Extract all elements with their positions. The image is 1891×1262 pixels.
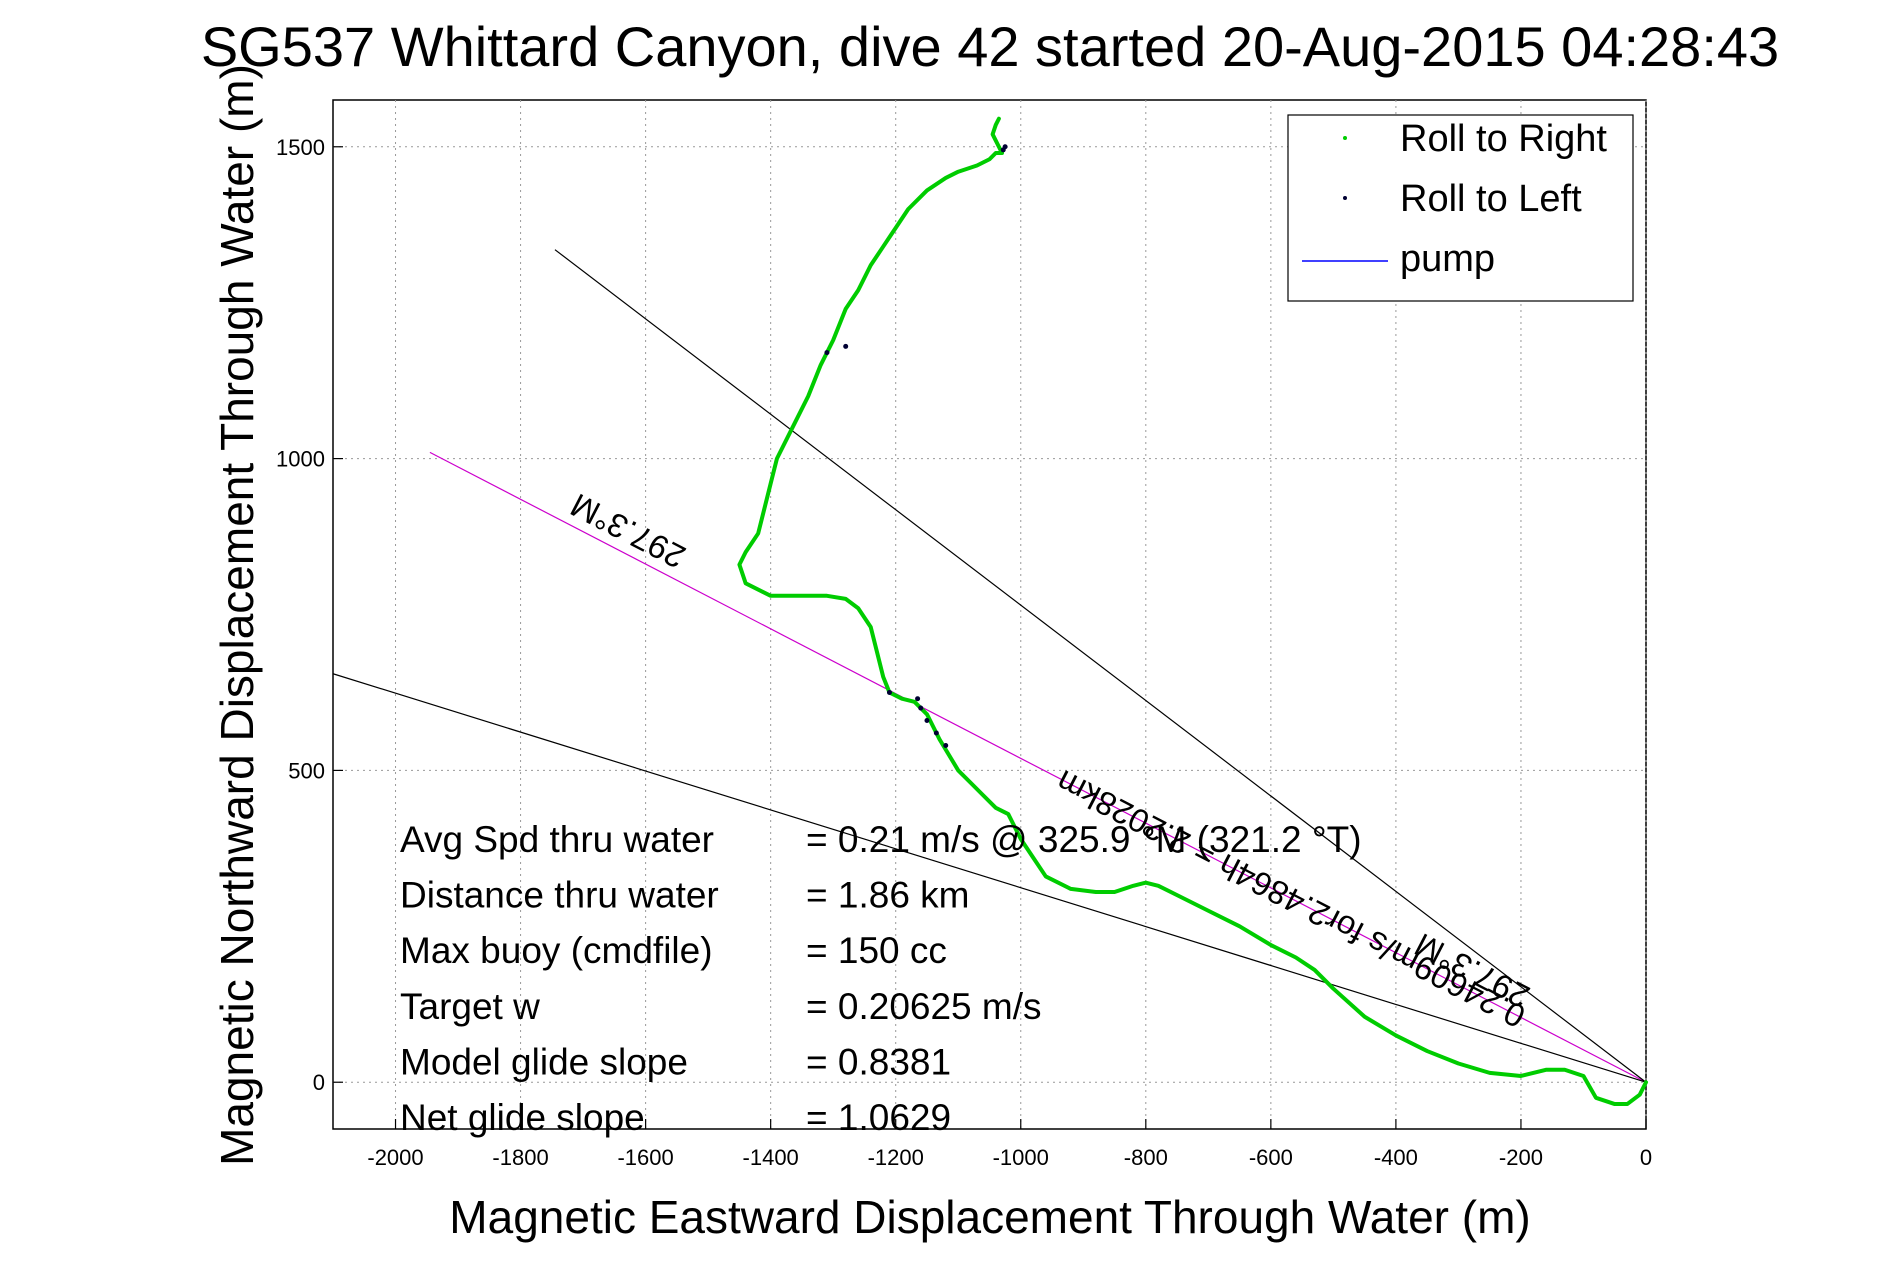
series-roll-to-left-point: [824, 350, 830, 356]
stat-label: Target w: [400, 986, 540, 1027]
x-tick-label: -1600: [617, 1145, 673, 1170]
stat-label: Model glide slope: [400, 1041, 688, 1082]
legend-swatch-marker: [1343, 196, 1347, 200]
x-tick-label: -2000: [367, 1145, 423, 1170]
series-roll-to-left-point: [924, 718, 930, 724]
x-axis-ticks: -2000 -1800 -1600 -1400 -1200 -1000 -800 -600 -4…: [367, 1119, 1652, 1170]
stat-label: Avg Spd thru water: [400, 819, 714, 860]
y-tick-label: 1500: [276, 135, 325, 160]
y-axis-ticks: 0 500 1000 1500: [276, 135, 343, 1095]
legend-box: [1287, 114, 1634, 302]
stats-block: Avg Spd thru water = 0.21 m/s @ 325.9 °M …: [400, 819, 1362, 1138]
x-tick-label: -400: [1374, 1145, 1418, 1170]
stat-value: = 150 cc: [806, 930, 947, 971]
x-tick-label: -1400: [743, 1145, 799, 1170]
stat-label: Net glide slope: [400, 1097, 645, 1138]
stat-label: Max buoy (cmdfile): [400, 930, 713, 971]
series-roll-to-left-point: [918, 705, 924, 711]
y-tick-label: 0: [313, 1070, 325, 1095]
stat-label: Distance thru water: [400, 875, 719, 916]
series-roll-to-right-line: [737, 116, 1648, 1107]
x-tick-label: 0: [1640, 1145, 1652, 1170]
x-tick-label: -1000: [993, 1145, 1049, 1170]
y-tick-label: 1000: [276, 447, 325, 472]
y-axis-label: Magnetic Northward Displacement Through …: [211, 64, 263, 1166]
reference-line: [554, 249, 1647, 1083]
x-tick-label: -1200: [868, 1145, 924, 1170]
stat-value: = 1.86 km: [806, 875, 970, 916]
series-roll-to-left-point: [886, 689, 892, 695]
series-roll-to-left-point: [843, 343, 849, 349]
legend-entry-label: pump: [1400, 238, 1495, 280]
legend-swatch-marker: [1343, 136, 1347, 140]
x-tick-label: -800: [1124, 1145, 1168, 1170]
x-tick-label: -1800: [492, 1145, 548, 1170]
legend-entry-label: Roll to Right: [1400, 118, 1607, 160]
stat-value: = 0.20625 m/s: [806, 986, 1042, 1027]
legend-entry-label: Roll to Left: [1400, 178, 1582, 220]
legend: Roll to Right Roll to Left pump: [1287, 114, 1634, 302]
stat-value: = 1.0629: [806, 1097, 951, 1138]
x-tick-label: -600: [1249, 1145, 1293, 1170]
series-layer: [737, 116, 1648, 1107]
series-roll-to-left-point: [943, 742, 949, 748]
series-roll-to-left-point: [1000, 147, 1006, 153]
y-tick-label: 500: [288, 758, 325, 783]
x-tick-label: -200: [1499, 1145, 1543, 1170]
stat-value: = 0.21 m/s @ 325.9 °M (321.2 °T): [806, 819, 1362, 860]
chart-title: SG537 Whittard Canyon, dive 42 started 2…: [201, 15, 1779, 78]
series-roll-to-left-point: [915, 696, 921, 702]
stat-value: = 0.8381: [806, 1041, 951, 1082]
reference-line: [332, 673, 1647, 1083]
x-axis-label: Magnetic Eastward Displacement Through W…: [449, 1191, 1530, 1243]
reference-lines: [332, 249, 1647, 1083]
reference-line: [429, 451, 1647, 1083]
series-roll-to-left-point: [933, 730, 939, 736]
